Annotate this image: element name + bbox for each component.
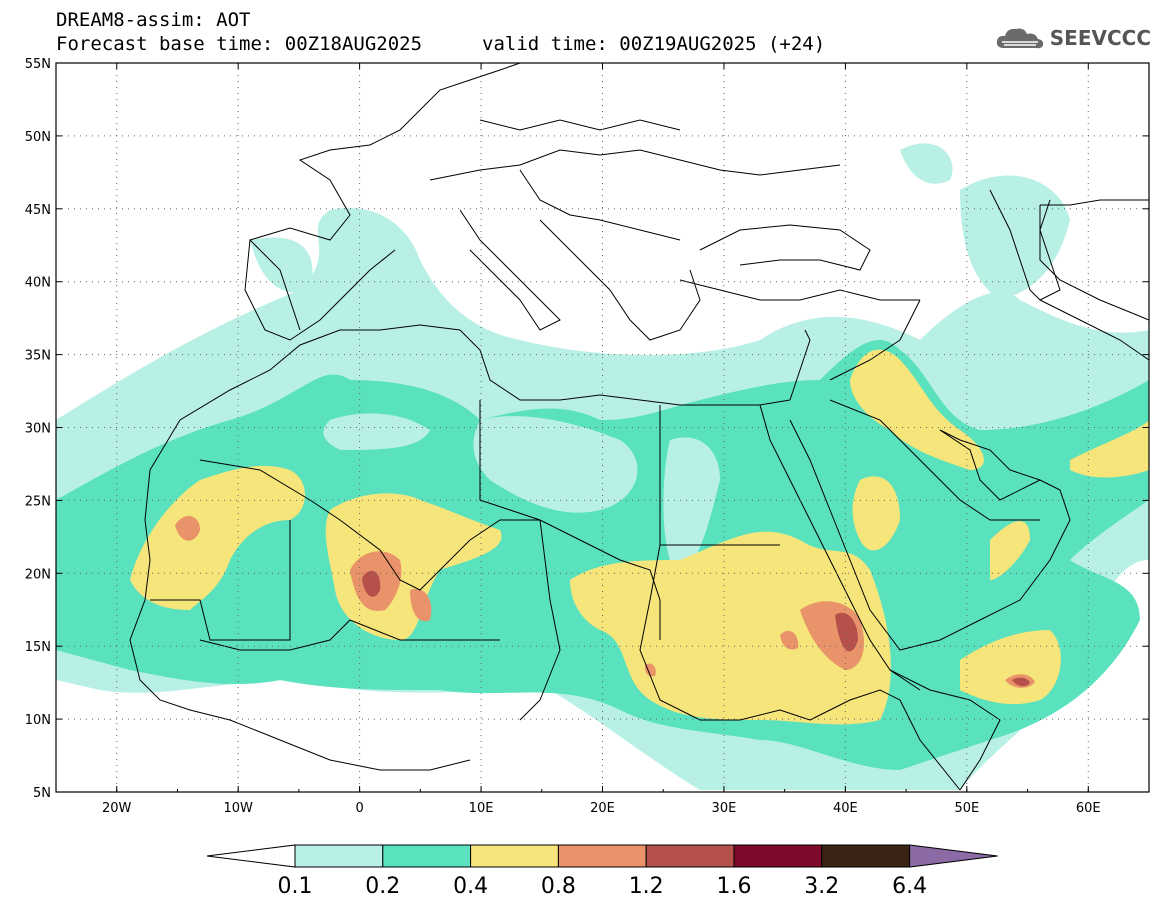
colorbar-tick-label: 0.1: [278, 874, 313, 899]
axis-ticks: [55, 62, 1150, 793]
border-ethiopia: [809, 689, 961, 791]
colorbar-cell: [470, 844, 559, 868]
coastline-turkey: [679, 279, 920, 301]
lat-axis: 5N 10N 15N 20N 25N 30N 35N 40N 45N 50N 55N: [25, 57, 51, 801]
colorbar-tick-label: 0.2: [365, 874, 400, 899]
lat-tick-label: 45N: [25, 203, 51, 218]
aot-region-1-2: [1012, 677, 1030, 687]
coastline-west-africa: [129, 469, 471, 771]
colorbar-tick-label: 3.2: [804, 874, 839, 899]
lon-axis: 20W 10W 0 10E 20E 30E 40E 50E 60E: [102, 801, 1101, 816]
coastline-black-sea: [699, 224, 871, 271]
aot-region-1-2: [362, 570, 381, 597]
border-sahara: [199, 459, 661, 640]
cloud-icon: [996, 28, 1043, 49]
border-central-asia: [1039, 205, 1149, 321]
lat-tick-label: 40N: [25, 276, 51, 291]
colorbar-under-triangle: [206, 844, 296, 868]
lon-tick-label: 20E: [590, 801, 615, 816]
aot-region-0-4: [960, 630, 1061, 705]
lon-tick-label: 50E: [954, 801, 979, 816]
lat-tick-label: 35N: [25, 349, 51, 364]
aot-region-0-1: [960, 175, 1070, 300]
aot-region-0-8: [644, 663, 656, 677]
colorbar-cell: [733, 844, 823, 868]
border-europe: [479, 119, 681, 131]
chart-title: DREAM8-assim: AOT: [56, 9, 251, 31]
lon-tick-label: 10W: [223, 801, 253, 816]
border-mali: [199, 619, 500, 651]
aot-region-0-1: [473, 416, 638, 513]
colorbar-cell: [645, 844, 735, 868]
coastlines: [129, 63, 1149, 791]
coastline-iran: [1039, 299, 1149, 361]
lon-tick-label: 10E: [469, 801, 494, 816]
border-chad: [519, 519, 561, 721]
colorbar-tick-label: 0.8: [541, 874, 576, 899]
colorbar-cell: [821, 844, 911, 868]
aot-region-0-4: [990, 521, 1030, 580]
aot-region-0-4: [852, 476, 900, 551]
border-egypt: [659, 405, 780, 546]
colorbar-over-triangle: [909, 844, 998, 868]
lon-tick-label: 40E: [833, 801, 858, 816]
lat-tick-label: 25N: [25, 494, 51, 509]
lon-tick-label: 0: [355, 801, 363, 816]
colorbar-cell: [294, 844, 384, 868]
coastline-horn-africa: [889, 669, 1001, 791]
lat-tick-label: 55N: [25, 57, 51, 72]
border-iraq: [829, 299, 921, 381]
aot-region-0-1: [900, 143, 953, 184]
border-kazakh: [1040, 199, 1149, 206]
lat-tick-label: 50N: [25, 130, 51, 145]
border-algeria: [150, 520, 291, 641]
aot-region-0-4: [1070, 420, 1149, 478]
lat-tick-label: 30N: [25, 422, 51, 437]
colorbar: 0.1 0.2 0.4 0.8 1.2 1.6 3.2 6.4: [206, 844, 998, 899]
colorbar-tick-label: 6.4: [892, 874, 927, 899]
lat-tick-label: 15N: [25, 640, 51, 655]
aot-region-0-1: [323, 413, 430, 450]
colorbar-tick-label: 1.6: [717, 874, 752, 899]
coastline-balkans: [539, 219, 701, 341]
aot-region-0-8: [780, 630, 799, 650]
lon-tick-label: 60E: [1076, 801, 1101, 816]
colorbar-cell: [557, 844, 647, 868]
lon-tick-label: 20W: [102, 801, 132, 816]
colorbar-tick-label: 0.4: [453, 874, 488, 899]
colorbar-cell: [382, 844, 472, 868]
border-saudi: [829, 399, 1040, 521]
aot-region-0-8: [175, 515, 200, 541]
coastline-north-africa: [149, 324, 791, 471]
coastline-iberia: [244, 239, 396, 341]
coastline-persian-gulf: [939, 429, 1041, 501]
border-libya: [479, 400, 541, 521]
border-europe: [519, 169, 681, 241]
aot-region-0-1: [663, 437, 720, 580]
lat-tick-label: 20N: [25, 567, 51, 582]
coastline-arabia: [789, 419, 1071, 651]
logo: SEEVCCC: [994, 24, 1151, 52]
lon-tick-label: 30E: [712, 801, 737, 816]
coastline-red-sea: [759, 404, 921, 691]
coastline-italy: [459, 209, 561, 331]
base-time-label: Forecast base time: 00Z18AUG2025: [56, 33, 423, 55]
valid-time-label: valid time: 00Z19AUG2025 (+24): [482, 33, 826, 55]
coastline-europe: [249, 63, 521, 331]
border-europe: [429, 149, 841, 181]
aot-region-0-8: [410, 589, 432, 622]
aot-region-1-2: [835, 612, 858, 652]
lat-tick-label: 10N: [25, 713, 51, 728]
lat-tick-label: 5N: [33, 786, 51, 801]
aot-region-0-4: [130, 465, 305, 610]
logo-text: SEEVCCC: [1049, 26, 1151, 50]
colorbar-tick-label: 1.2: [629, 874, 664, 899]
aot-region-0-4: [850, 349, 984, 470]
coastline-levant: [789, 329, 811, 401]
border-sudan: [639, 544, 811, 721]
grid: [56, 63, 1149, 792]
aot-region-0-1: [250, 237, 313, 293]
